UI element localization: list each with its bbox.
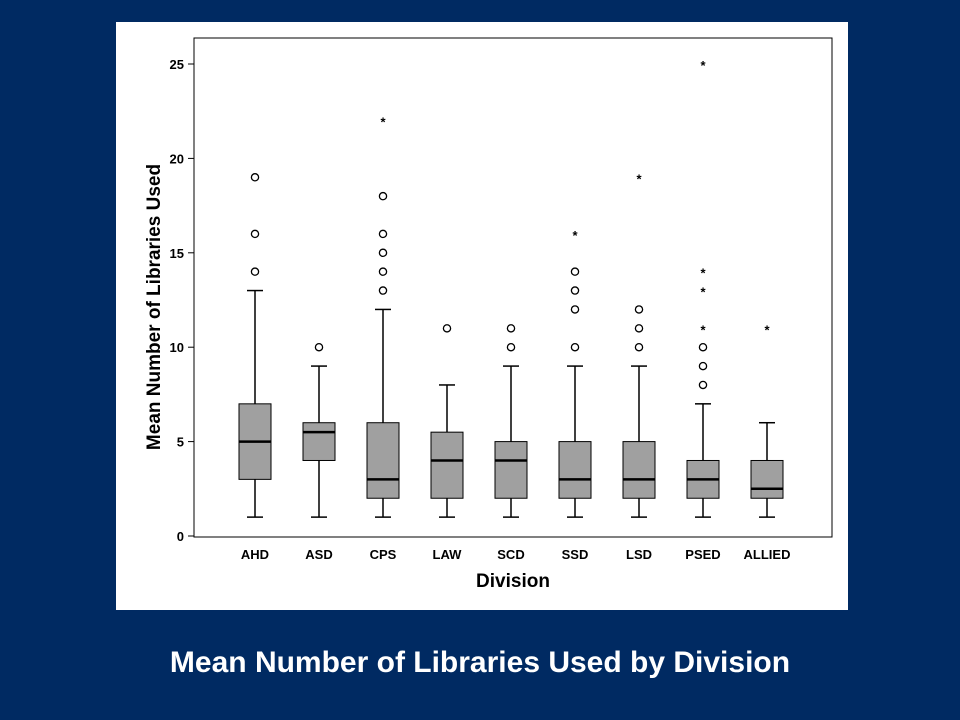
extreme-point: * (380, 115, 386, 130)
x-tick-label: CPS (370, 547, 397, 562)
box-group: * (366, 115, 400, 518)
chart-panel: 0 5 10 15 20 25 * * * * * * * * AHD ASD CPS LAW SCD SSD LS… (116, 22, 848, 610)
y-tick-label: 5 (177, 435, 184, 450)
outlier-point (378, 286, 388, 295)
iqr-box (366, 422, 400, 499)
outlier-point (250, 267, 260, 276)
iqr-box (430, 431, 464, 499)
y-tick-label: 10 (170, 340, 184, 355)
y-axis: 0 5 10 15 20 25 (170, 57, 194, 544)
extreme-point: * (636, 171, 642, 186)
outlier-point (378, 191, 388, 201)
x-tick-label: ASD (305, 547, 332, 562)
outlier-point (570, 267, 580, 276)
box-group: * (558, 228, 592, 518)
box-series: * * * * * * * * (238, 58, 784, 518)
extreme-point: * (700, 266, 706, 281)
box-group: * (622, 171, 656, 518)
iqr-box (558, 441, 592, 499)
outlier-point (698, 342, 708, 352)
x-tick-label: LSD (626, 547, 652, 562)
outlier-point (634, 305, 644, 314)
iqr-box (750, 459, 784, 499)
x-tick-label: ALLIED (744, 547, 791, 562)
outlier-point (570, 342, 580, 352)
y-tick-label: 20 (170, 151, 184, 166)
outlier-point (442, 324, 452, 333)
box-group (430, 324, 464, 518)
iqr-box (494, 441, 528, 499)
outlier-point (250, 229, 260, 239)
x-tick-label: SCD (497, 547, 524, 562)
outlier-point (314, 342, 324, 352)
outlier-point (506, 342, 516, 352)
outlier-point (570, 286, 580, 295)
x-tick-label: SSD (562, 547, 589, 562)
y-axis-title: Mean Number of Libraries Used (144, 164, 165, 450)
extreme-point: * (700, 322, 706, 337)
outlier-point (698, 380, 708, 390)
outlier-point (250, 173, 260, 182)
outlier-point (506, 324, 516, 333)
box-group (302, 342, 336, 518)
slide-title: Mean Number of Libraries Used by Divisio… (169, 646, 791, 679)
outlier-point (570, 305, 580, 314)
box-group (494, 324, 528, 518)
outlier-point (378, 248, 388, 258)
x-tick-label: LAW (433, 547, 463, 562)
y-tick-label: 25 (170, 57, 184, 72)
extreme-point: * (700, 58, 706, 73)
extreme-point: * (572, 228, 578, 243)
box-group (238, 173, 272, 518)
extreme-point: * (764, 322, 770, 337)
outlier-point (698, 361, 708, 371)
box-group: * (750, 322, 784, 518)
x-tick-label: PSED (685, 547, 720, 562)
extreme-point: * (700, 285, 706, 300)
x-axis-title: Division (476, 571, 550, 592)
iqr-box (302, 422, 336, 461)
boxplot-chart: 0 5 10 15 20 25 * * * * * * * * AHD ASD CPS LAW SCD SSD LS… (144, 37, 833, 592)
outlier-point (634, 342, 644, 352)
outlier-point (378, 267, 388, 276)
y-tick-label: 15 (170, 246, 184, 261)
iqr-box (622, 441, 656, 499)
outlier-point (378, 229, 388, 239)
x-tick-label: AHD (241, 547, 269, 562)
y-tick-label: 0 (177, 529, 184, 544)
outlier-point (634, 324, 644, 333)
x-axis: AHD ASD CPS LAW SCD SSD LSD PSED ALLIED (241, 547, 791, 562)
box-group: * * * * (686, 58, 720, 518)
